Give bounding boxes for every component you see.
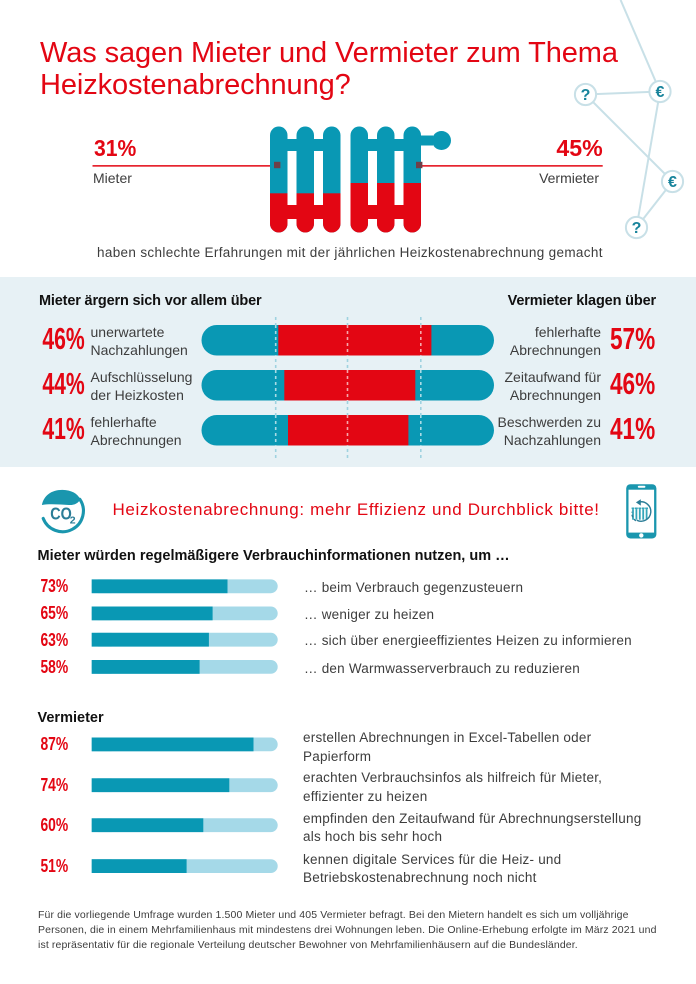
- svg-text:?: ?: [632, 220, 642, 237]
- svg-text:CO: CO: [50, 505, 72, 524]
- svg-text:€: €: [656, 84, 665, 101]
- svg-text:?: ?: [581, 87, 591, 104]
- svg-text:€: €: [668, 174, 677, 191]
- svg-text:2: 2: [70, 515, 76, 527]
